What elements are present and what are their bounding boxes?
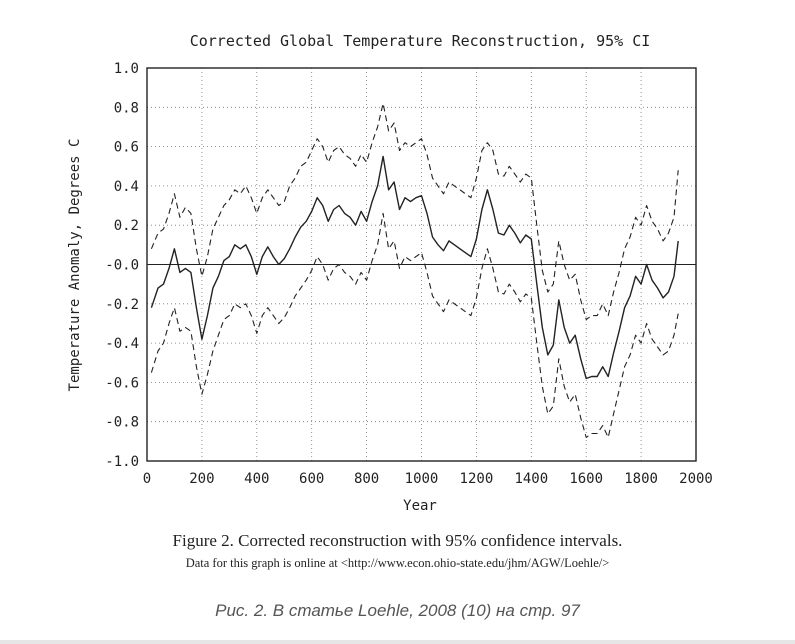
data-source-note: Data for this graph is online at <http:/… <box>185 556 610 570</box>
x-axis-ticks: 0 200 400 600 800 1000 1200 1400 1600 1800 2000 <box>143 471 713 487</box>
x-tick-label: 1200 <box>460 471 494 487</box>
y-tick-label: 0.4 <box>114 179 139 195</box>
x-tick-label: 1800 <box>624 471 658 487</box>
lower-ci-line <box>150 212 679 438</box>
x-tick-label: 2000 <box>679 471 713 487</box>
figure-caption: Figure 2. Corrected reconstruction with … <box>172 531 623 550</box>
temperature-chart: Corrected Global Temperature Reconstruct… <box>67 32 713 514</box>
y-tick-label: 0.2 <box>114 218 139 234</box>
chart-title: Corrected Global Temperature Reconstruct… <box>190 32 651 50</box>
x-tick-label: 0 <box>143 471 151 487</box>
y-tick-label: 0.8 <box>114 100 139 116</box>
x-tick-label: 1600 <box>569 471 603 487</box>
y-axis-label: Temperature Anomaly, Degrees C <box>67 139 83 392</box>
y-tick-label: 1.0 <box>114 61 139 77</box>
x-tick-label: 1400 <box>514 471 548 487</box>
y-tick-label: -1.0 <box>105 454 139 470</box>
y-tick-label: -0.0 <box>105 258 139 274</box>
y-tick-label: 0.6 <box>114 140 139 156</box>
upper-ci-line <box>150 102 679 321</box>
y-tick-label: -0.2 <box>105 297 139 313</box>
x-tick-label: 1000 <box>405 471 439 487</box>
y-tick-label: -0.8 <box>105 415 139 431</box>
bottom-divider <box>0 640 795 644</box>
y-tick-label: -0.6 <box>105 375 139 391</box>
series-group <box>150 102 679 438</box>
y-axis-ticks: 1.0 0.8 0.6 0.4 0.2 -0.0 -0.2 -0.4 -0.6 -0.8 -1.0 <box>105 61 139 470</box>
x-axis-label: Year <box>403 498 437 514</box>
plot-frame <box>146 67 697 462</box>
x-tick-label: 400 <box>244 471 269 487</box>
source-caption: Рис. 2. В статье Loehle, 2008 (10) на ст… <box>215 601 580 620</box>
x-tick-label: 800 <box>354 471 379 487</box>
y-tick-label: -0.4 <box>105 336 139 352</box>
x-tick-label: 200 <box>189 471 214 487</box>
central-estimate-line <box>150 155 679 380</box>
x-tick-label: 600 <box>299 471 324 487</box>
